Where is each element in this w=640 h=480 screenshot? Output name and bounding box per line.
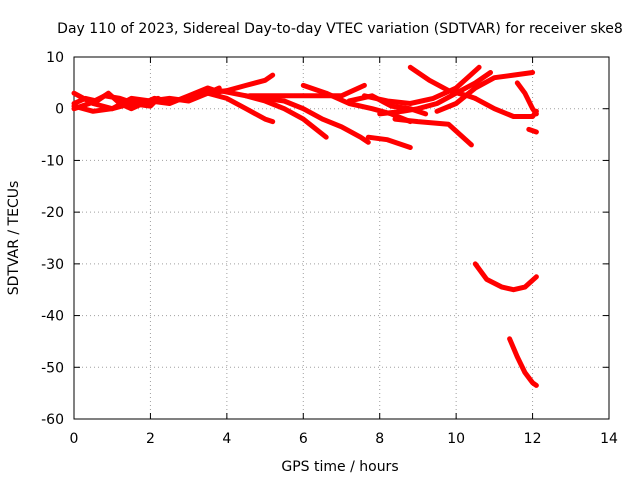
series-line-s4 (71, 95, 161, 114)
x-tick-label: 10 (447, 431, 465, 447)
series-line-s20 (472, 261, 539, 293)
chart-title: Day 110 of 2023, Sidereal Day-to-day VTE… (57, 21, 623, 37)
series-line-s17 (472, 95, 539, 119)
x-tick-label: 12 (524, 431, 542, 447)
x-tick-label: 6 (299, 431, 308, 447)
series-line-s8 (247, 82, 367, 99)
series-line-s3 (71, 85, 218, 112)
y-tick-label: -40 (41, 309, 64, 325)
series-line-s18 (514, 80, 539, 117)
plot-frame (73, 56, 610, 420)
y-tick-label: 0 (55, 102, 64, 118)
series-line-s10 (365, 134, 413, 150)
y-tick-label: -50 (41, 360, 64, 376)
axis-ticks: 0 2 4 6 8 10 12 14 10 0 -10 -20 -30 -40 -50 -60 (41, 50, 618, 447)
x-tick-label: 2 (146, 431, 155, 447)
y-tick-label: -20 (41, 205, 64, 221)
series-line-s21 (507, 336, 539, 388)
series-line-s16 (434, 70, 536, 114)
series-line-s7 (243, 93, 371, 145)
y-axis-label: SDTVAR / TECUs (6, 181, 22, 296)
series-line-s9 (300, 82, 413, 125)
y-tick-label: -30 (41, 257, 64, 273)
x-tick-label: 0 (70, 431, 79, 447)
series-line-s15 (392, 116, 474, 148)
y-tick-label: -60 (41, 412, 64, 428)
series-line-s13 (377, 70, 493, 117)
series-line-s19 (526, 126, 539, 135)
series-line-s6 (216, 88, 329, 140)
series-line-s12 (361, 64, 482, 106)
series-group (71, 64, 539, 388)
x-tick-label: 14 (600, 431, 618, 447)
grid (74, 57, 609, 419)
x-tick-label: 4 (222, 431, 231, 447)
series-line-s14 (407, 64, 478, 101)
x-tick-label: 8 (375, 431, 384, 447)
y-tick-label: -10 (41, 153, 64, 169)
y-tick-label: 10 (46, 50, 64, 66)
series-line-s5 (205, 90, 276, 125)
x-axis-label: GPS time / hours (281, 459, 398, 475)
